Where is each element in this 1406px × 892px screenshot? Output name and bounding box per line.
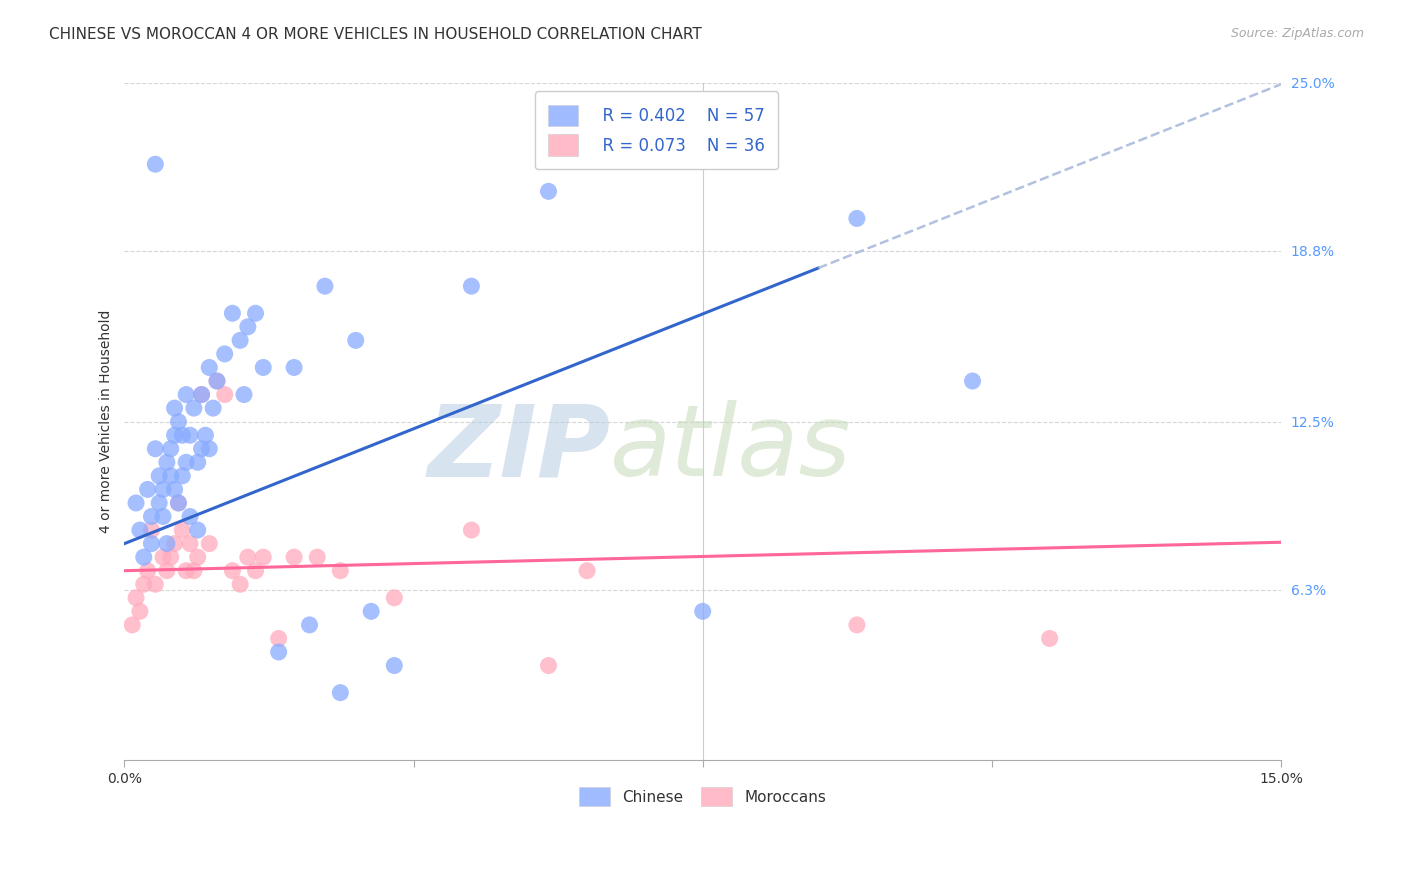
Point xyxy=(152,550,174,565)
Point xyxy=(205,374,228,388)
Point xyxy=(202,401,225,416)
Point xyxy=(245,306,267,320)
Point xyxy=(236,550,259,565)
Point xyxy=(198,536,221,550)
Point xyxy=(190,387,212,401)
Point xyxy=(128,523,150,537)
Point xyxy=(845,618,868,632)
Point xyxy=(307,550,329,565)
Point xyxy=(344,334,367,348)
Point xyxy=(205,374,228,388)
Point xyxy=(183,564,205,578)
Point xyxy=(156,536,179,550)
Point xyxy=(143,157,166,171)
Point xyxy=(121,618,143,632)
Point xyxy=(143,442,166,456)
Point xyxy=(159,442,181,456)
Point xyxy=(156,564,179,578)
Point xyxy=(167,496,190,510)
Point xyxy=(172,428,194,442)
Point xyxy=(174,387,197,401)
Point xyxy=(233,387,256,401)
Point xyxy=(221,306,243,320)
Point xyxy=(148,496,170,510)
Point xyxy=(576,564,599,578)
Point xyxy=(314,279,336,293)
Point xyxy=(179,509,201,524)
Point xyxy=(128,604,150,618)
Point xyxy=(382,658,405,673)
Point xyxy=(214,387,236,401)
Point xyxy=(156,455,179,469)
Point xyxy=(187,550,209,565)
Point xyxy=(163,401,186,416)
Point xyxy=(183,401,205,416)
Y-axis label: 4 or more Vehicles in Household: 4 or more Vehicles in Household xyxy=(100,310,114,533)
Point xyxy=(229,577,252,591)
Point xyxy=(252,360,274,375)
Point xyxy=(143,577,166,591)
Point xyxy=(692,604,714,618)
Point xyxy=(962,374,984,388)
Point xyxy=(190,442,212,456)
Point xyxy=(136,483,159,497)
Point xyxy=(179,428,201,442)
Text: atlas: atlas xyxy=(610,401,852,497)
Point xyxy=(283,550,305,565)
Point xyxy=(172,523,194,537)
Point xyxy=(187,455,209,469)
Point xyxy=(159,550,181,565)
Point xyxy=(163,428,186,442)
Point xyxy=(132,577,155,591)
Point xyxy=(460,523,482,537)
Point xyxy=(298,618,321,632)
Point xyxy=(245,564,267,578)
Point xyxy=(229,334,252,348)
Point xyxy=(252,550,274,565)
Point xyxy=(167,496,190,510)
Point xyxy=(214,347,236,361)
Point xyxy=(167,415,190,429)
Point xyxy=(174,455,197,469)
Point xyxy=(283,360,305,375)
Point xyxy=(194,428,217,442)
Point xyxy=(174,564,197,578)
Point xyxy=(148,468,170,483)
Point xyxy=(163,536,186,550)
Point xyxy=(236,319,259,334)
Text: CHINESE VS MOROCCAN 4 OR MORE VEHICLES IN HOUSEHOLD CORRELATION CHART: CHINESE VS MOROCCAN 4 OR MORE VEHICLES I… xyxy=(49,27,702,42)
Point xyxy=(360,604,382,618)
Point xyxy=(537,184,560,198)
Point xyxy=(460,279,482,293)
Point xyxy=(382,591,405,605)
Point xyxy=(198,360,221,375)
Point xyxy=(159,468,181,483)
Point xyxy=(141,536,163,550)
Point xyxy=(125,591,148,605)
Point xyxy=(845,211,868,226)
Point xyxy=(537,658,560,673)
Legend: Chinese, Moroccans: Chinese, Moroccans xyxy=(572,780,834,814)
Point xyxy=(179,536,201,550)
Point xyxy=(132,550,155,565)
Point xyxy=(198,442,221,456)
Point xyxy=(141,523,163,537)
Point xyxy=(190,387,212,401)
Text: ZIP: ZIP xyxy=(427,401,610,497)
Point xyxy=(163,483,186,497)
Point xyxy=(1039,632,1062,646)
Point xyxy=(267,632,290,646)
Point xyxy=(267,645,290,659)
Point xyxy=(152,483,174,497)
Point xyxy=(125,496,148,510)
Point xyxy=(141,509,163,524)
Text: Source: ZipAtlas.com: Source: ZipAtlas.com xyxy=(1230,27,1364,40)
Point xyxy=(329,564,352,578)
Point xyxy=(329,686,352,700)
Point xyxy=(187,523,209,537)
Point xyxy=(172,468,194,483)
Point xyxy=(221,564,243,578)
Point xyxy=(152,509,174,524)
Point xyxy=(136,564,159,578)
